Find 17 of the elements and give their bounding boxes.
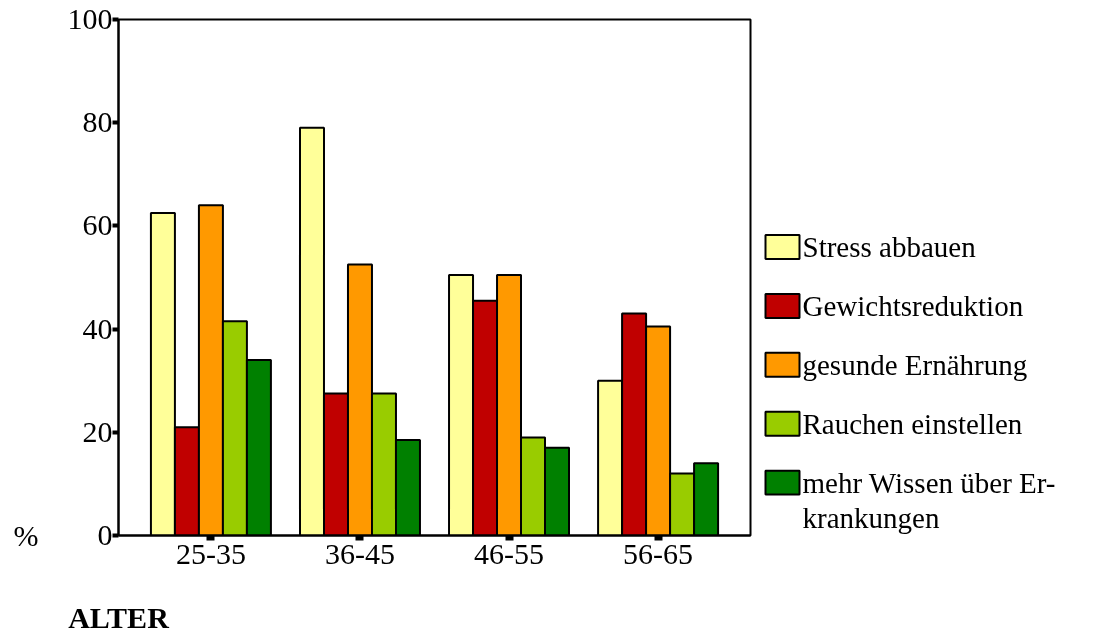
x-tick-label: 25-35 (175, 536, 246, 570)
x-tick-label: 36-45 (324, 536, 395, 570)
y-tick-label: 0 (97, 518, 113, 551)
legend-label: Stress abbauen (802, 231, 977, 264)
legend-label: Gewichtsreduktion (802, 289, 1024, 322)
legend-label: Rauchen einstellen (802, 407, 1023, 440)
legend-label: mehr Wissen über Er- krankungen (802, 466, 1056, 534)
y-tick-label: 100 (67, 2, 113, 35)
x-tick-label: 46-55 (474, 536, 545, 570)
y-tick-label: 40 (82, 311, 113, 345)
x-axis-title: ALTER (68, 600, 170, 634)
legend-label: gesunde Ernährung (802, 348, 1028, 381)
y-axis-title: % (13, 519, 39, 552)
x-tick-label: 56-65 (623, 536, 694, 570)
y-tick-label: 20 (82, 414, 113, 448)
y-tick-label: 60 (82, 208, 113, 242)
y-tick-label: 80 (82, 105, 113, 139)
